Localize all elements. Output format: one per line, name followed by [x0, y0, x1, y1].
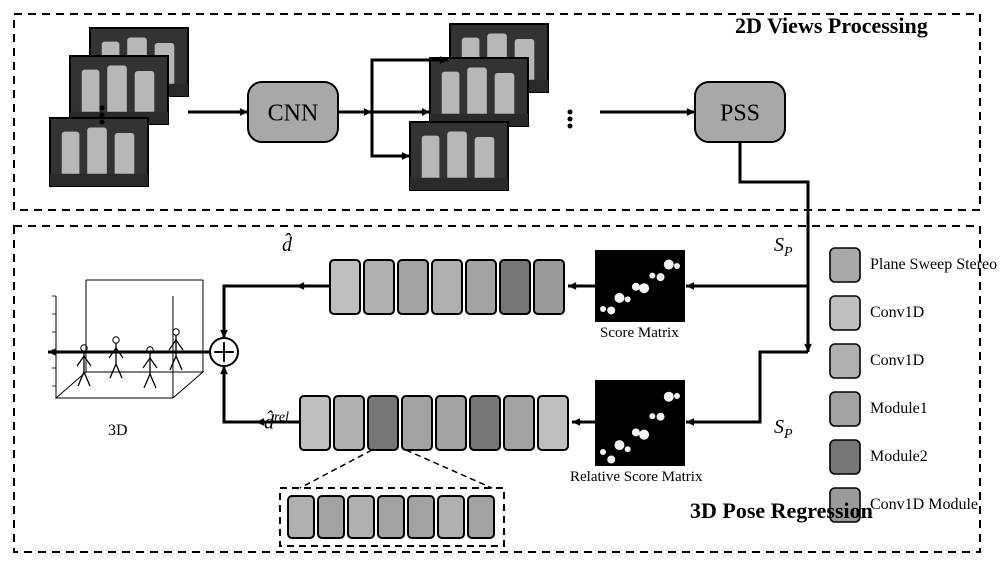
legend-swatch-3	[830, 392, 860, 426]
legend-label-5: Conv1D Module	[870, 496, 978, 514]
score-matrix	[595, 250, 685, 322]
input-image-1	[70, 56, 168, 124]
pss-label: PSS	[720, 100, 760, 126]
legend-swatch-1	[830, 296, 860, 330]
pose3d-label: 3D	[108, 422, 128, 440]
legend-swatch-0	[830, 248, 860, 282]
annot-sp1: SP	[774, 234, 793, 261]
arrow-callout-right	[406, 450, 492, 488]
annot-sp2: SP	[774, 416, 793, 443]
legend-label-4: Module2	[870, 448, 928, 466]
diagram-canvas: CNN PSS	[0, 0, 1000, 563]
pose3d	[52, 280, 203, 398]
annot-d: d̂	[282, 234, 292, 257]
callout-layer-row	[288, 496, 494, 538]
arrow-d-to-sum	[224, 286, 296, 338]
annot-drel: d̂rel	[264, 410, 289, 435]
legend-label-3: Module1	[870, 400, 928, 418]
input-image-2	[50, 118, 148, 186]
top-layer-row	[330, 260, 564, 314]
relative-score-matrix-label: Relative Score Matrix	[570, 469, 702, 486]
legend-label-1: Conv1D	[870, 304, 924, 322]
legend-label-0: Plane Sweep Stereo	[870, 256, 997, 274]
arrow-drel-to-sum	[224, 366, 256, 422]
score-matrix-label: Score Matrix	[600, 325, 679, 342]
arrow-callout-left	[300, 450, 372, 488]
legend-swatch-2	[830, 344, 860, 378]
feature-image-1	[430, 58, 528, 126]
relative-score-matrix	[595, 380, 685, 466]
top-section-title: 2D Views Processing	[735, 13, 928, 39]
bottom-section-title: 3D Pose Regression	[690, 498, 873, 524]
arrow-bus-to-sp2	[686, 352, 808, 422]
cnn-label: CNN	[268, 100, 319, 126]
bottom-layer-row	[300, 396, 568, 450]
arrow-branch-down	[372, 112, 410, 156]
legend-swatch-4	[830, 440, 860, 474]
legend-label-2: Conv1D	[870, 352, 924, 370]
feature-image-2	[410, 122, 508, 190]
